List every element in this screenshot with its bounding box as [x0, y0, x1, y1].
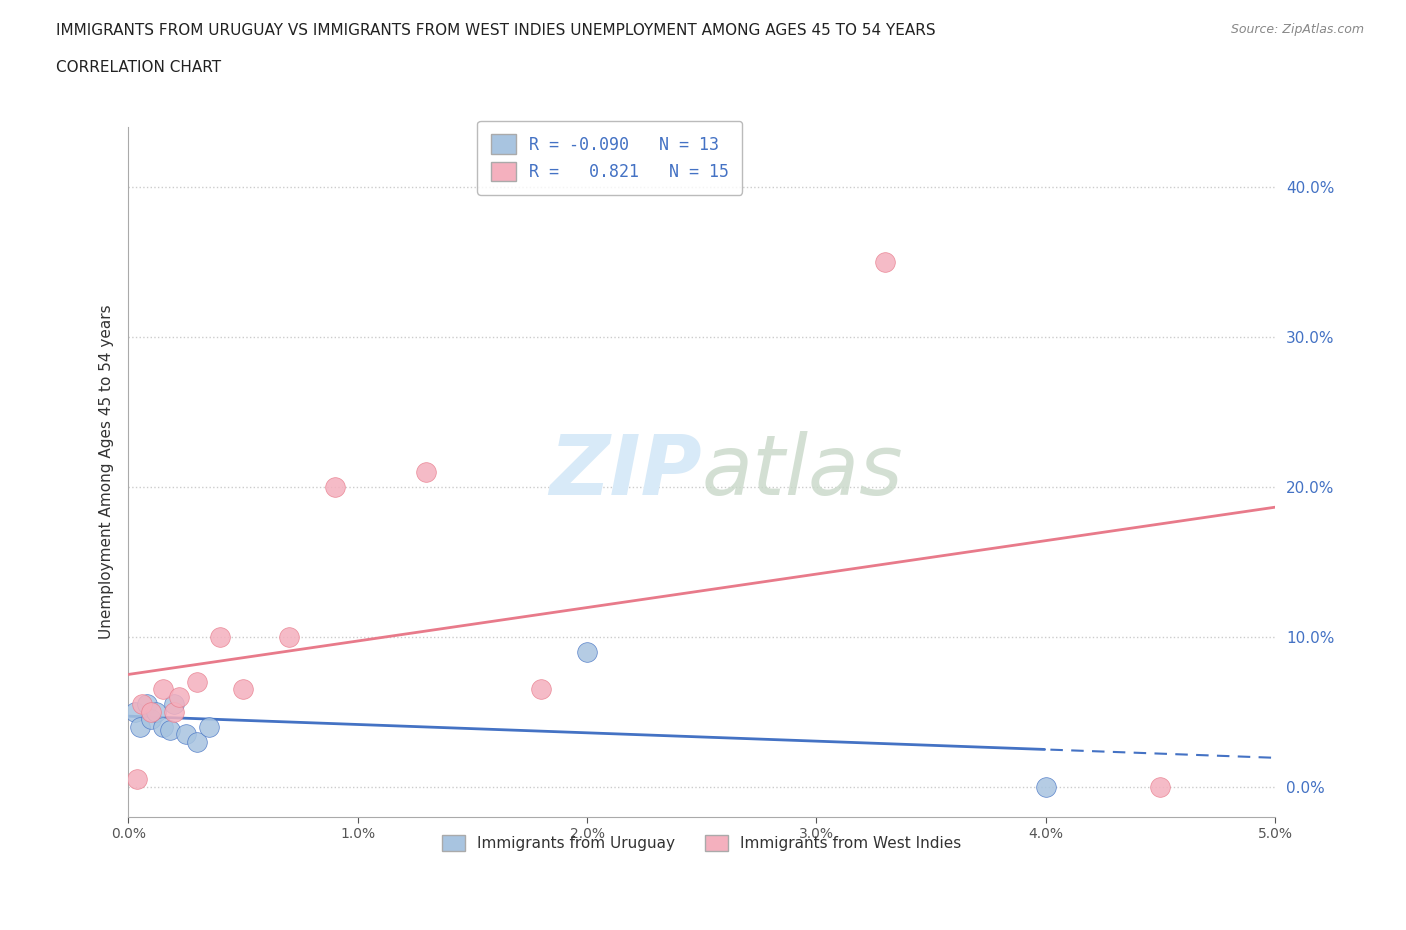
Legend: Immigrants from Uruguay, Immigrants from West Indies: Immigrants from Uruguay, Immigrants from…: [436, 830, 967, 857]
Point: [127, 772, 149, 787]
Point: [415, 464, 437, 479]
Point: [124, 704, 146, 719]
Point: [152, 719, 174, 734]
Text: IMMIGRANTS FROM URUGUAY VS IMMIGRANTS FROM WEST INDIES UNEMPLOYMENT AMONG AGES 4: IMMIGRANTS FROM URUGUAY VS IMMIGRANTS FR…: [56, 23, 936, 38]
Text: CORRELATION CHART: CORRELATION CHART: [56, 60, 221, 75]
Point: [1035, 779, 1057, 794]
Point: [576, 644, 599, 659]
Point: [875, 254, 897, 269]
Point: [174, 726, 197, 741]
Point: [163, 697, 186, 711]
Point: [159, 723, 181, 737]
Point: [186, 674, 208, 689]
Point: [141, 704, 163, 719]
Point: [145, 704, 167, 719]
Text: ZIP: ZIP: [550, 432, 702, 512]
Point: [1149, 779, 1171, 794]
Point: [135, 697, 157, 711]
Point: [131, 697, 153, 711]
Point: [128, 719, 150, 734]
Point: [186, 735, 208, 750]
Point: [277, 630, 299, 644]
Point: [141, 711, 163, 726]
Text: atlas: atlas: [702, 432, 903, 512]
Point: [530, 682, 553, 697]
Point: [208, 630, 231, 644]
Point: [163, 704, 186, 719]
Point: [232, 682, 254, 697]
Point: [323, 479, 346, 494]
Text: Source: ZipAtlas.com: Source: ZipAtlas.com: [1230, 23, 1364, 36]
Point: [167, 689, 190, 704]
Y-axis label: Unemployment Among Ages 45 to 54 years: Unemployment Among Ages 45 to 54 years: [100, 304, 114, 639]
Point: [152, 682, 174, 697]
Point: [197, 719, 219, 734]
